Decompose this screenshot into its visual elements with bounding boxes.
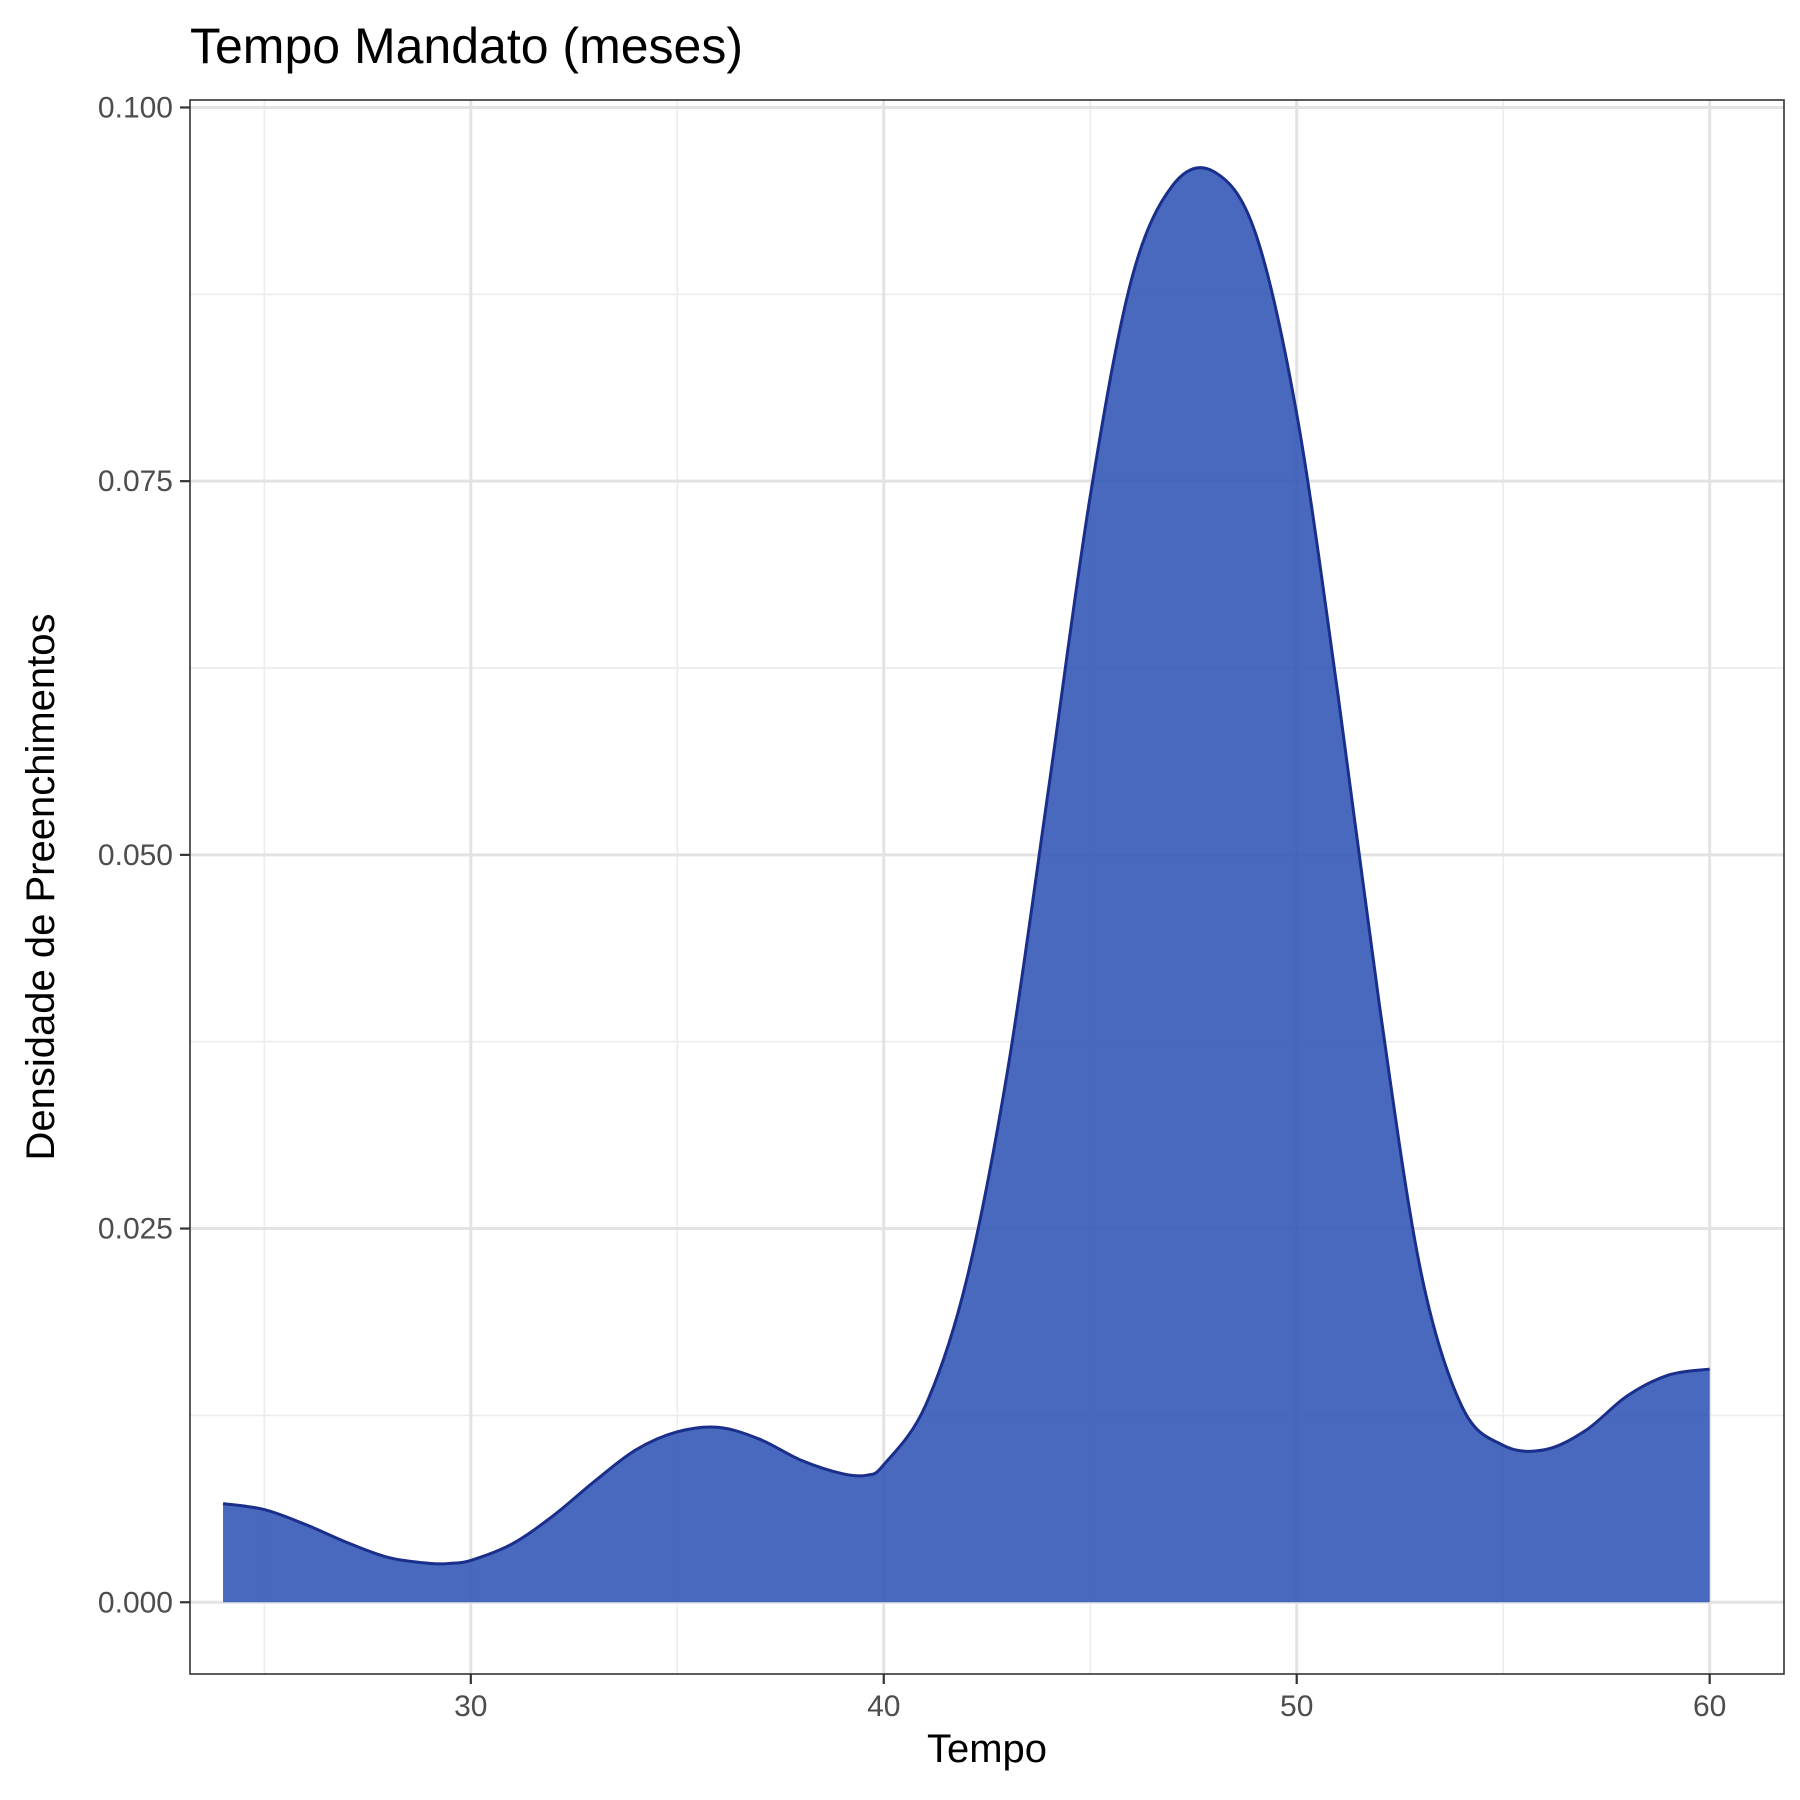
density-line [222,166,1710,1566]
y-tick-label: 0.050 [98,839,173,872]
y-axis-title: Densidade de Preenchimentos [19,613,63,1160]
x-tick-label: 50 [1280,1690,1313,1723]
density-area [223,167,1710,1603]
x-tick-label: 60 [1693,1690,1726,1723]
x-axis-title: Tempo [927,1727,1047,1771]
y-tick-label: 0.075 [98,465,173,498]
y-tick-label: 0.000 [98,1586,173,1619]
axis-tick-labels: 30 40 50 60 0.000 0.025 0.050 0.075 0.100 [98,91,1726,1723]
y-tick-label: 0.025 [98,1213,173,1246]
axis-ticks [180,106,1711,1684]
panel-border [189,99,1785,1675]
x-tick-label: 40 [867,1690,900,1723]
x-tick-label: 30 [454,1690,487,1723]
y-tick-label: 0.100 [98,91,173,124]
chart-title: Tempo Mandato (meses) [190,18,743,74]
